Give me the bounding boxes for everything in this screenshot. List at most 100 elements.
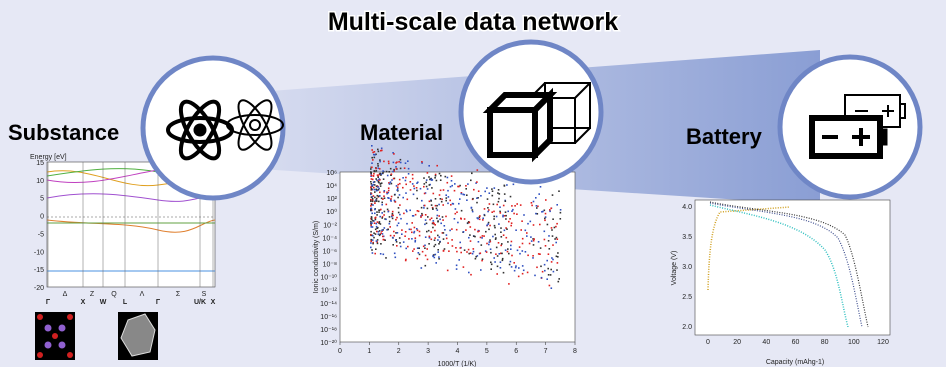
scatter-dot bbox=[496, 273, 498, 275]
scatter-dot bbox=[482, 218, 484, 220]
scatter-dot bbox=[372, 252, 374, 254]
scatter-dot bbox=[481, 244, 483, 246]
scatter-dot bbox=[404, 235, 406, 237]
scatter-dot bbox=[505, 218, 507, 220]
scatter-dot bbox=[439, 236, 441, 238]
scatter-dot bbox=[465, 188, 467, 190]
scatter-dot bbox=[504, 215, 506, 217]
scatter-dot bbox=[387, 229, 389, 231]
scatter-dot bbox=[389, 221, 391, 223]
scatter-dot bbox=[498, 242, 500, 244]
scatter-dot bbox=[384, 197, 386, 199]
scatter-dot bbox=[418, 211, 420, 213]
scatter-dot bbox=[541, 277, 543, 279]
scatter-dot bbox=[438, 256, 440, 258]
scatter-dot bbox=[372, 204, 374, 206]
scatter-dot bbox=[412, 215, 414, 217]
scatter-dot bbox=[443, 250, 445, 252]
scatter-dot bbox=[455, 213, 457, 215]
scatter-dot bbox=[451, 228, 453, 230]
scatter-dot bbox=[381, 148, 383, 150]
scatter-dot bbox=[383, 214, 385, 216]
scatter-dot bbox=[538, 241, 540, 243]
scatter-dot bbox=[405, 162, 407, 164]
scatter-dot bbox=[372, 220, 374, 222]
scatter-dot bbox=[460, 252, 462, 254]
node-label: Material bbox=[360, 120, 443, 145]
tick-label: 10⁻¹⁶ bbox=[320, 314, 337, 321]
tick-label: Z bbox=[90, 291, 95, 298]
scatter-dot bbox=[402, 177, 404, 179]
scatter-dot bbox=[457, 222, 459, 224]
scatter-dot bbox=[393, 162, 395, 164]
scatter-dot bbox=[501, 253, 503, 255]
scatter-dot bbox=[380, 232, 382, 234]
scatter-dot bbox=[386, 192, 388, 194]
scatter-dot bbox=[436, 205, 438, 207]
scatter-dot bbox=[546, 278, 548, 280]
scatter-dot bbox=[380, 183, 382, 185]
scatter-dot bbox=[387, 175, 389, 177]
scatter-dot bbox=[398, 212, 400, 214]
scatter-dot bbox=[500, 231, 502, 233]
scatter-dot bbox=[451, 185, 453, 187]
scatter-dot bbox=[552, 259, 554, 261]
scatter-dot bbox=[502, 215, 504, 217]
scatter-dot bbox=[382, 236, 384, 238]
scatter-dot bbox=[545, 199, 547, 201]
scatter-dot bbox=[377, 243, 379, 245]
scatter-dot bbox=[378, 201, 380, 203]
scatter-dot bbox=[404, 167, 406, 169]
scatter-dot bbox=[511, 222, 513, 224]
scatter-dot bbox=[437, 220, 439, 222]
scatter-dot bbox=[499, 253, 501, 255]
scatter-dot bbox=[383, 161, 385, 163]
scatter-dot bbox=[441, 201, 443, 203]
scatter-dot bbox=[478, 190, 480, 192]
scatter-dot bbox=[379, 235, 381, 237]
scatter-dot bbox=[389, 216, 391, 218]
scatter-dot bbox=[390, 200, 392, 202]
scatter-dot bbox=[429, 219, 431, 221]
scatter-dot bbox=[376, 190, 378, 192]
scatter-dot bbox=[371, 219, 373, 221]
scatter-dot bbox=[462, 194, 464, 196]
scatter-dot bbox=[370, 242, 372, 244]
scatter-dot bbox=[489, 241, 491, 243]
scatter-dot bbox=[411, 232, 413, 234]
scatter-dot bbox=[516, 213, 518, 215]
scatter-dot bbox=[392, 213, 394, 215]
scatter-dot bbox=[394, 200, 396, 202]
scatter-dot bbox=[494, 261, 496, 263]
scatter-dot bbox=[473, 251, 475, 253]
tick-label: 3 bbox=[426, 348, 430, 355]
scatter-dot bbox=[531, 240, 533, 242]
scatter-dot bbox=[544, 220, 546, 222]
scatter-dot bbox=[469, 222, 471, 224]
scatter-dot bbox=[449, 230, 451, 232]
scatter-dot bbox=[497, 192, 499, 194]
scatter-dot bbox=[410, 189, 412, 191]
scatter-dot bbox=[372, 159, 374, 161]
scatter-dot bbox=[421, 207, 423, 209]
scatter-dot bbox=[447, 242, 449, 244]
scatter-dot bbox=[473, 235, 475, 237]
scatter-dot bbox=[494, 187, 496, 189]
scatter-dot bbox=[405, 192, 407, 194]
scatter-dot bbox=[399, 194, 401, 196]
scatter-dot bbox=[419, 254, 421, 256]
scatter-dot bbox=[405, 231, 407, 233]
scatter-dot bbox=[477, 218, 479, 220]
scatter-dot bbox=[416, 182, 418, 184]
scatter-dot bbox=[428, 230, 430, 232]
scatter-dot bbox=[450, 204, 452, 206]
scatter-dot bbox=[482, 235, 484, 237]
scatter-dot bbox=[466, 199, 468, 201]
scatter-dot bbox=[452, 245, 454, 247]
scatter-dot bbox=[476, 202, 478, 204]
scatter-dot bbox=[507, 251, 509, 253]
scatter-dot bbox=[379, 178, 381, 180]
scatter-dot bbox=[468, 249, 470, 251]
scatter-dot bbox=[413, 185, 415, 187]
scatter-dot bbox=[439, 241, 441, 243]
